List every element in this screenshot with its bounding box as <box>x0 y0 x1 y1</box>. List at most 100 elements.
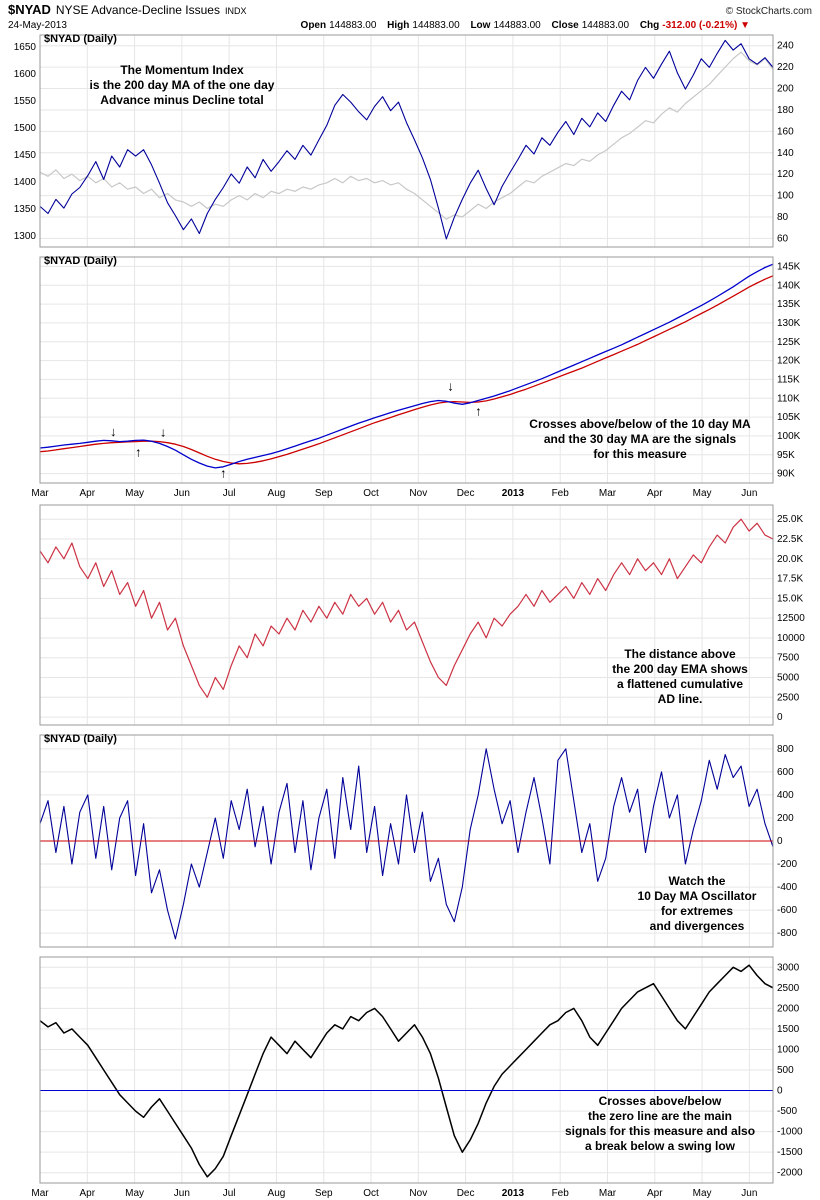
svg-text:-200: -200 <box>777 859 797 870</box>
svg-text:Aug: Aug <box>268 488 286 499</box>
svg-text:Mar: Mar <box>599 488 617 499</box>
svg-text:60: 60 <box>777 233 789 244</box>
panel-ma-oscillator: 800 600 400 200 0 -200 -400 -600 -800 Watch the 10… <box>0 730 820 952</box>
svg-text:1350: 1350 <box>14 204 37 215</box>
svg-text:1000: 1000 <box>777 1044 800 1055</box>
svg-text:Feb: Feb <box>552 488 570 499</box>
price-momentum-chart: 1650 1600 1550 1500 1450 1400 1350 1300 240 220 20… <box>14 34 794 248</box>
panel-price-momentum: 1650 1600 1550 1500 1450 1400 1350 1300 240 220 20… <box>0 30 820 252</box>
svg-text:Jun: Jun <box>741 1188 757 1199</box>
svg-text:Mar: Mar <box>31 1188 49 1199</box>
svg-text:Nov: Nov <box>409 488 427 499</box>
chg-value: -312.00 (-0.21%) <box>662 20 738 31</box>
svg-text:1600: 1600 <box>14 69 37 80</box>
svg-text:400: 400 <box>777 790 794 801</box>
svg-text:130K: 130K <box>777 318 801 329</box>
svg-text:-1500: -1500 <box>777 1147 803 1158</box>
chart-header: $NYAD NYSE Advance-Decline Issues INDX ©… <box>0 0 820 32</box>
svg-text:The distance above: The distance above <box>624 647 736 661</box>
panel-zero-line-oscillator: 3000 2500 2000 1500 1000 500 0 -500 -1000 -1500 -2… <box>0 952 820 1200</box>
symbol-name: NYSE Advance-Decline Issues <box>55 3 220 17</box>
svg-text:2500: 2500 <box>777 692 800 703</box>
quote-strip: Open 144883.00 High 144883.00 Low 144883.00… <box>293 20 750 32</box>
svg-text:25.0K: 25.0K <box>777 514 803 525</box>
svg-text:5000: 5000 <box>777 673 800 684</box>
svg-text:120K: 120K <box>777 356 801 367</box>
svg-text:115K: 115K <box>777 374 800 385</box>
svg-text:May: May <box>125 488 144 499</box>
svg-text:The Momentum Index: The Momentum Index <box>120 63 244 77</box>
svg-text:200: 200 <box>777 84 794 95</box>
svg-text:Sep: Sep <box>315 488 333 499</box>
svg-text:800: 800 <box>777 744 794 755</box>
zero-line-oscillator-chart: 3000 2500 2000 1500 1000 500 0 -500 -1000 -1500 -2… <box>31 956 803 1199</box>
svg-text:15.0K: 15.0K <box>777 593 803 604</box>
svg-text:Oct: Oct <box>363 488 379 499</box>
svg-text:Watch the: Watch the <box>669 874 726 888</box>
svg-text:Jun: Jun <box>174 488 190 499</box>
svg-text:Dec: Dec <box>457 488 475 499</box>
svg-text:12500: 12500 <box>777 613 805 624</box>
svg-text:Apr: Apr <box>80 488 96 499</box>
svg-text:Crosses above/below of the 10: Crosses above/below of the 10 day MA <box>529 417 751 431</box>
svg-text:and divergences: and divergences <box>650 919 745 933</box>
chart-date: 24-May-2013 <box>8 20 67 31</box>
svg-text:Oct: Oct <box>363 1188 379 1199</box>
svg-text:200: 200 <box>777 813 794 824</box>
svg-text:7500: 7500 <box>777 653 800 664</box>
svg-text:-400: -400 <box>777 882 797 893</box>
distance-ema-chart: 25.0K 22.5K 20.0K 17.5K 15.0K 12500 10000 7500 5… <box>39 504 805 726</box>
svg-text:3000: 3000 <box>777 962 800 973</box>
svg-text:100: 100 <box>777 191 794 202</box>
svg-text:20.0K: 20.0K <box>777 554 803 565</box>
panel-title-2: $NYAD (Daily) <box>44 255 117 267</box>
svg-text:Apr: Apr <box>647 488 663 499</box>
open-label: Open <box>300 20 327 31</box>
svg-text:Crosses above/below: Crosses above/below <box>599 1094 722 1108</box>
svg-text:2000: 2000 <box>777 1003 800 1014</box>
panel-title-1: $NYAD (Daily) <box>44 33 117 45</box>
svg-text:-600: -600 <box>777 905 797 916</box>
svg-text:Mar: Mar <box>31 488 49 499</box>
svg-text:1300: 1300 <box>14 231 37 242</box>
svg-text:-2000: -2000 <box>777 1168 803 1179</box>
svg-text:2013: 2013 <box>502 1188 525 1199</box>
svg-text:120: 120 <box>777 169 794 180</box>
svg-text:signals for this measure and a: signals for this measure and also <box>565 1124 755 1138</box>
svg-text:1450: 1450 <box>14 150 37 161</box>
svg-text:240: 240 <box>777 41 794 52</box>
copyright: © StockCharts.com <box>725 6 812 17</box>
svg-text:the 200 day EMA shows: the 200 day EMA shows <box>612 662 748 676</box>
svg-text:Sep: Sep <box>315 1188 333 1199</box>
high-label: High <box>387 20 410 31</box>
svg-text:a flattened cumulative: a flattened cumulative <box>617 677 743 691</box>
panel-cumulative-ad: 145K 140K 135K 130K 125K 120K 115K 110K 105K 100K… <box>0 252 820 500</box>
svg-text:May: May <box>693 1188 712 1199</box>
svg-text:17.5K: 17.5K <box>777 574 803 585</box>
svg-text:80: 80 <box>777 212 789 223</box>
svg-text:↓: ↓ <box>447 379 454 394</box>
svg-text:May: May <box>693 488 712 499</box>
header-row-title: $NYAD NYSE Advance-Decline Issues INDX ©… <box>8 3 812 18</box>
svg-text:1400: 1400 <box>14 177 37 188</box>
exchange-label: INDX <box>224 6 247 16</box>
svg-text:500: 500 <box>777 1065 794 1076</box>
svg-text:90K: 90K <box>777 469 795 480</box>
svg-text:180: 180 <box>777 105 794 116</box>
svg-text:140K: 140K <box>777 280 801 291</box>
low-label: Low <box>470 20 491 31</box>
svg-text:-500: -500 <box>777 1106 797 1117</box>
svg-text:Advance minus Decline total: Advance minus Decline total <box>100 93 263 107</box>
svg-text:1550: 1550 <box>14 96 37 107</box>
svg-text:1500: 1500 <box>14 123 37 134</box>
panel-title-4: $NYAD (Daily) <box>44 733 117 745</box>
svg-text:is the 200 day MA of the one d: is the 200 day MA of the one day <box>90 78 275 92</box>
svg-text:AD line.: AD line. <box>658 692 703 706</box>
svg-text:Apr: Apr <box>647 1188 663 1199</box>
chg-label: Chg <box>639 20 660 31</box>
svg-text:Jul: Jul <box>223 1188 236 1199</box>
svg-text:↓: ↓ <box>160 425 167 440</box>
svg-text:1500: 1500 <box>777 1024 800 1035</box>
svg-text:0: 0 <box>777 1086 783 1097</box>
